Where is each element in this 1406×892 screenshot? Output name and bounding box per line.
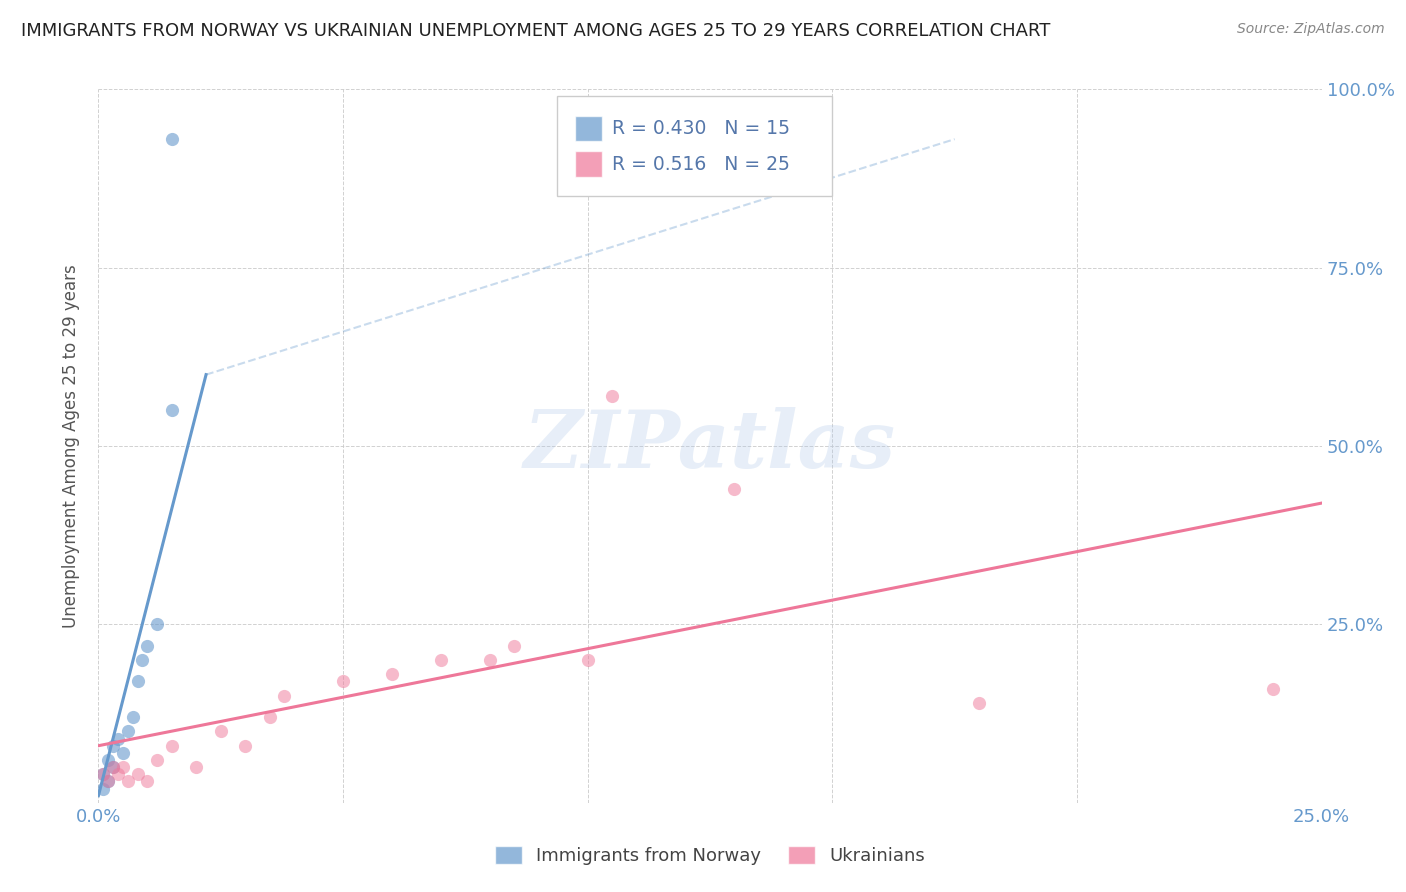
Text: IMMIGRANTS FROM NORWAY VS UKRAINIAN UNEMPLOYMENT AMONG AGES 25 TO 29 YEARS CORRE: IMMIGRANTS FROM NORWAY VS UKRAINIAN UNEM… (21, 22, 1050, 40)
FancyBboxPatch shape (557, 96, 832, 196)
Point (430, 653, 453, 667)
Point (97, 753, 120, 767)
Point (160, 403, 183, 417)
Point (478, 653, 501, 667)
Point (91, 781, 114, 796)
Text: ZIPatlas: ZIPatlas (524, 408, 896, 484)
Point (91, 767, 114, 781)
Point (381, 667, 404, 681)
Point (503, 639, 526, 653)
Point (136, 774, 159, 789)
Bar (575, 152, 602, 177)
Point (332, 674, 354, 689)
Legend: Immigrants from Norway, Ukrainians: Immigrants from Norway, Ukrainians (488, 838, 932, 872)
Point (111, 746, 134, 760)
Point (101, 760, 124, 774)
Text: R = 0.430   N = 15: R = 0.430 N = 15 (612, 119, 790, 138)
Bar (575, 116, 602, 141)
Point (127, 674, 149, 689)
Point (101, 739, 124, 753)
Point (576, 653, 599, 667)
Point (273, 689, 295, 703)
Point (97, 774, 120, 789)
Point (117, 774, 139, 789)
Point (967, 696, 990, 710)
Point (233, 739, 256, 753)
Point (131, 653, 153, 667)
Point (107, 767, 129, 781)
Text: R = 0.516   N = 25: R = 0.516 N = 25 (612, 154, 790, 174)
Point (111, 760, 134, 774)
Point (121, 710, 143, 724)
Point (723, 482, 745, 496)
Point (146, 753, 169, 767)
Point (91, 767, 114, 781)
Text: Source: ZipAtlas.com: Source: ZipAtlas.com (1237, 22, 1385, 37)
Point (600, 389, 623, 403)
Point (160, 739, 183, 753)
Point (97, 774, 120, 789)
Point (186, 760, 208, 774)
Point (209, 724, 232, 739)
Y-axis label: Unemployment Among Ages 25 to 29 years: Unemployment Among Ages 25 to 29 years (62, 264, 80, 628)
Point (160, 132, 183, 146)
Point (101, 760, 124, 774)
Point (146, 617, 169, 632)
Point (136, 639, 159, 653)
Point (117, 724, 139, 739)
Point (127, 767, 149, 781)
Point (259, 710, 281, 724)
Point (107, 731, 129, 746)
Point (1261, 681, 1284, 696)
